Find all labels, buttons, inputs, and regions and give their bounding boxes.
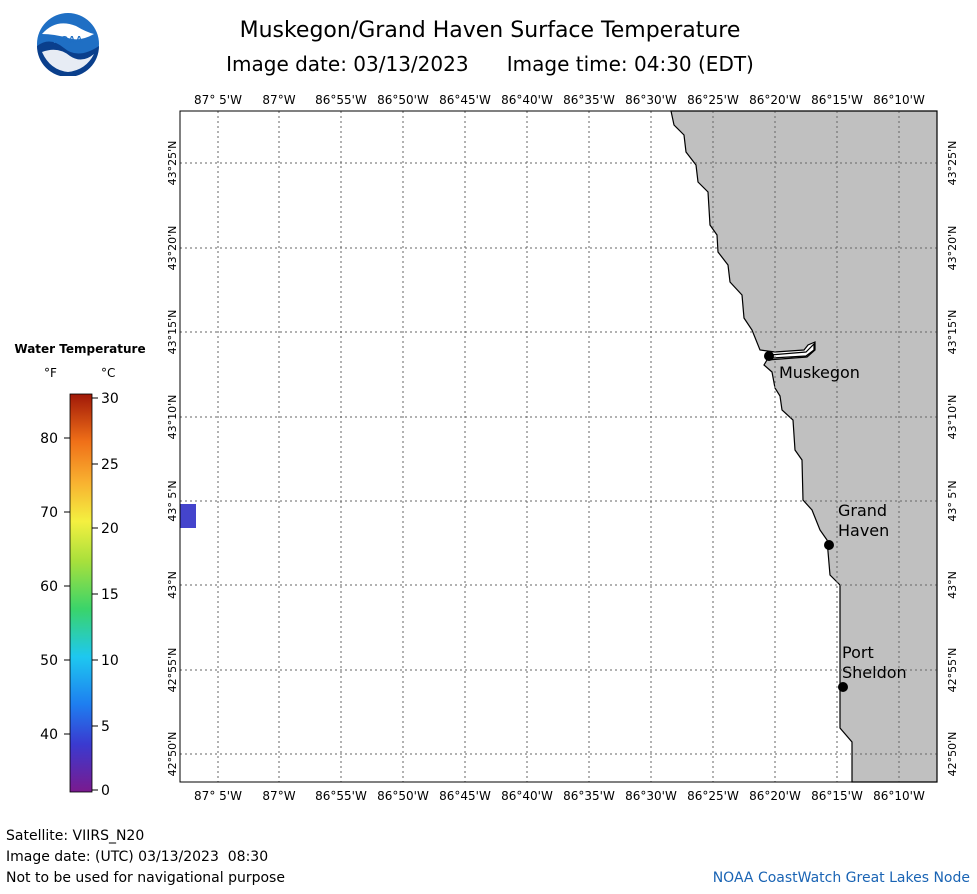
lon-label-bottom: 86°40'W bbox=[501, 789, 553, 803]
legend-c-tick: 20 bbox=[101, 521, 119, 537]
legend-color-bar bbox=[69, 393, 93, 793]
legend-f-tick: 60 bbox=[40, 579, 58, 595]
lat-label-right: 42°50'N bbox=[946, 732, 959, 777]
image-time: Image time: 04:30 (EDT) bbox=[506, 52, 754, 76]
legend-f-tick: 80 bbox=[40, 431, 58, 447]
lon-label-top: 86°50'W bbox=[377, 93, 429, 107]
grand-haven-label-line2: Haven bbox=[838, 521, 889, 540]
lon-label-bottom: 86°55'W bbox=[315, 789, 367, 803]
image-date: Image date: 03/13/2023 bbox=[226, 52, 469, 76]
lon-label-bottom: 86°45'W bbox=[439, 789, 491, 803]
lon-label-top: 86°15'W bbox=[811, 93, 863, 107]
lon-label-top: 86°40'W bbox=[501, 93, 553, 107]
lat-label-right: 43°15'N bbox=[946, 310, 959, 355]
grand-haven-label-line1: Grand bbox=[838, 501, 887, 520]
svg-text:NOAA: NOAA bbox=[53, 35, 82, 46]
muskegon-marker bbox=[764, 351, 774, 361]
port-sheldon-label-line1: Port bbox=[842, 643, 874, 662]
lat-label-right: 43°25'N bbox=[946, 141, 959, 186]
lat-label-left: 43°25'N bbox=[166, 141, 179, 186]
legend-title: Water Temperature bbox=[14, 342, 146, 356]
map-frame bbox=[179, 110, 938, 783]
longitude-labels-bottom: 87° 5'W 87°W 86°55'W 86°50'W 86°45'W 86°40'W 8… bbox=[194, 789, 925, 803]
lat-label-left: 43°N bbox=[166, 571, 179, 599]
lon-label-top: 87°W bbox=[262, 93, 295, 107]
lon-label-top: 86°30'W bbox=[625, 93, 677, 107]
land-area bbox=[670, 110, 938, 783]
footer-disclaimer: Not to be used for navigational purpose bbox=[6, 870, 285, 886]
legend-c-tick: 25 bbox=[101, 457, 119, 473]
legend-f-tick: 70 bbox=[40, 505, 58, 521]
legend-unit-c: °C bbox=[101, 366, 116, 380]
latitude-labels-left: 43°25'N 43°20'N 43°15'N 43°10'N 43° 5'N 43°N 4… bbox=[166, 141, 179, 777]
lon-label-bottom: 87°W bbox=[262, 789, 295, 803]
legend-c-tick: 0 bbox=[101, 783, 110, 799]
lon-label-top: 86°45'W bbox=[439, 93, 491, 107]
lat-label-right: 42°55'N bbox=[946, 648, 959, 693]
sst-data-pixel bbox=[180, 504, 196, 528]
image-date-time: Image date: 03/13/2023 Image time: 04:30… bbox=[150, 52, 830, 76]
lon-label-bottom: 86°20'W bbox=[749, 789, 801, 803]
footer-utc-date: Image date: (UTC) 03/13/2023 08:30 bbox=[6, 849, 269, 865]
grand-haven-marker bbox=[824, 540, 834, 550]
longitude-labels-top: 87° 5'W 87°W 86°55'W 86°50'W 86°45'W 86°40'W 8… bbox=[194, 93, 925, 107]
legend-f-tick: 50 bbox=[40, 653, 58, 669]
legend-c-tick: 10 bbox=[101, 653, 119, 669]
lon-label-bottom: 87° 5'W bbox=[194, 789, 242, 803]
lat-label-left: 43° 5'N bbox=[166, 480, 179, 521]
latitude-labels-right: 43°25'N 43°20'N 43°15'N 43°10'N 43° 5'N 43°N 4… bbox=[946, 141, 959, 777]
lon-label-top: 86°10'W bbox=[873, 93, 925, 107]
legend-c-tick: 30 bbox=[101, 391, 119, 407]
legend-unit-f: °F bbox=[44, 366, 57, 380]
lon-label-top: 86°55'W bbox=[315, 93, 367, 107]
noaa-logo: NOAA bbox=[37, 13, 99, 76]
lat-label-right: 43°20'N bbox=[946, 226, 959, 271]
footer-satellite: Satellite: VIIRS_N20 bbox=[6, 828, 145, 844]
legend-f-tick: 40 bbox=[40, 727, 58, 743]
muskegon-label: Muskegon bbox=[779, 363, 860, 382]
lon-label-top: 86°20'W bbox=[749, 93, 801, 107]
lon-label-bottom: 86°35'W bbox=[563, 789, 615, 803]
lat-label-right: 43° 5'N bbox=[946, 480, 959, 521]
lat-label-left: 43°10'N bbox=[166, 395, 179, 440]
lon-label-bottom: 86°10'W bbox=[873, 789, 925, 803]
lon-label-bottom: 86°15'W bbox=[811, 789, 863, 803]
page-title: Muskegon/Grand Haven Surface Temperature bbox=[239, 18, 741, 43]
lon-label-top: 86°25'W bbox=[687, 93, 739, 107]
lon-label-top: 87° 5'W bbox=[194, 93, 242, 107]
lat-label-left: 43°20'N bbox=[166, 226, 179, 271]
port-sheldon-marker bbox=[838, 682, 848, 692]
lat-label-left: 42°55'N bbox=[166, 648, 179, 693]
lon-label-bottom: 86°25'W bbox=[687, 789, 739, 803]
lon-label-top: 86°35'W bbox=[563, 93, 615, 107]
footer-credit: NOAA CoastWatch Great Lakes Node bbox=[712, 870, 970, 886]
lon-label-bottom: 86°30'W bbox=[625, 789, 677, 803]
graticule bbox=[180, 111, 937, 782]
lat-label-left: 42°50'N bbox=[166, 732, 179, 777]
lat-label-right: 43°10'N bbox=[946, 395, 959, 440]
port-sheldon-label-line2: Sheldon bbox=[842, 663, 907, 682]
legend-c-tick: 5 bbox=[101, 719, 110, 735]
lat-label-left: 43°15'N bbox=[166, 310, 179, 355]
lon-label-bottom: 86°50'W bbox=[377, 789, 429, 803]
lat-label-right: 43°N bbox=[946, 571, 959, 599]
legend-c-tick: 15 bbox=[101, 587, 119, 603]
